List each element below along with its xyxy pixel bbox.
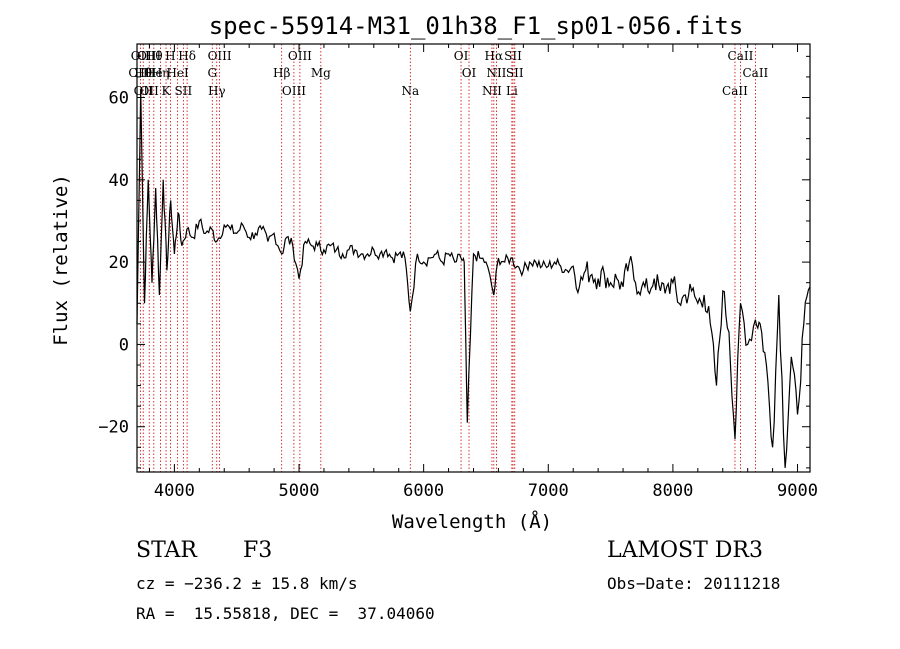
y-tick-label: 40: [109, 171, 129, 191]
line-label: Hγ: [208, 84, 226, 98]
x-tick-label: 7000: [528, 481, 569, 501]
line-label: HeI: [166, 66, 189, 80]
line-label: OIII: [208, 49, 232, 63]
line-label: Hδ: [178, 49, 196, 63]
survey-name: LAMOST DR3: [607, 538, 763, 563]
line-label: NII: [482, 84, 502, 98]
x-tick-label: 6000: [403, 481, 444, 501]
line-label: CaII: [742, 66, 768, 80]
line-label: OII: [134, 84, 154, 98]
x-tick-label: 4000: [154, 481, 195, 501]
obs-date: Obs−Date: 20111218: [607, 574, 781, 593]
line-label: CaII: [728, 49, 754, 63]
y-axis-label: Flux (relative): [50, 174, 72, 346]
line-label: Mg: [311, 66, 331, 80]
object-subclass: F3: [243, 538, 273, 563]
y-tick-label: −20: [98, 418, 129, 438]
y-tick-label: 20: [109, 253, 129, 273]
line-label: OIII: [137, 49, 161, 63]
line-label: Hα: [485, 49, 504, 63]
line-label: NII: [486, 66, 506, 80]
line-label: OI: [454, 49, 469, 63]
line-label: Li: [506, 84, 518, 98]
redshift-readout: cz = −236.2 ± 15.8 km/s: [136, 574, 358, 593]
x-tick-label: 5000: [279, 481, 320, 501]
emission-line-labels: OIIOIIIHθOIIOIIOIIIHθHeHηKHHeISIIHδGHγOI…: [128, 49, 768, 98]
line-label: Hβ: [273, 66, 290, 80]
x-axis-label: Wavelength (Å): [392, 510, 552, 533]
chart-title: spec-55914-M31_01h38_F1_sp01-056.fits: [209, 12, 744, 40]
line-label: K: [162, 84, 172, 98]
line-label: OIII: [282, 84, 306, 98]
line-label: OII: [140, 84, 160, 98]
line-label: OIII: [128, 66, 152, 80]
y-tick-label: 60: [109, 89, 129, 109]
y-tick-label: 0: [119, 335, 129, 355]
line-label: SII: [506, 66, 524, 80]
line-label: H: [165, 49, 175, 63]
line-label: CaII: [722, 84, 748, 98]
line-label: OI: [462, 66, 477, 80]
line-label: SII: [504, 49, 522, 63]
line-label: G: [207, 66, 217, 80]
line-label: Na: [401, 84, 419, 98]
line-label: OIII: [288, 49, 312, 63]
axis-ticks: 4000 5000 6000 7000 8000 9000 −20 0 20 40 60: [98, 44, 818, 501]
x-tick-label: 9000: [777, 481, 818, 501]
object-class: STAR: [136, 538, 197, 563]
coordinates: RA = 15.55818, DEC = 37.04060: [136, 604, 435, 623]
x-tick-label: 8000: [652, 481, 693, 501]
line-label: Hθ: [145, 49, 163, 63]
line-label: SII: [175, 84, 193, 98]
emission-line-markers: [139, 44, 756, 472]
spectrum-line: [136, 89, 811, 468]
line-label: He: [145, 66, 163, 80]
line-label: Hη: [152, 66, 170, 80]
